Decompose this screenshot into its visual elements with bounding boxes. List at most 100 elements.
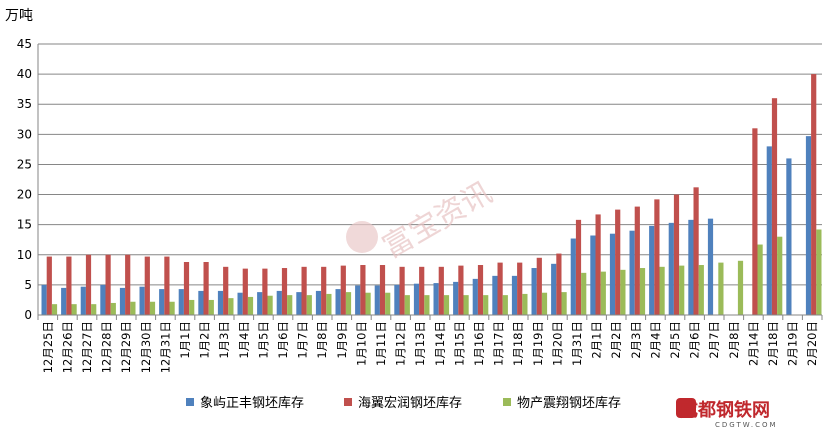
bar-3 xyxy=(267,295,273,315)
bar-2 xyxy=(556,253,562,315)
bar-2 xyxy=(281,268,288,315)
bar-3 xyxy=(149,301,156,315)
bar-2 xyxy=(85,254,92,315)
bar-3 xyxy=(777,236,783,315)
bar-2 xyxy=(458,265,464,315)
y-tick-label: 45 xyxy=(17,37,32,51)
bar-1 xyxy=(786,158,792,315)
x-tick-label: 1月20日 xyxy=(550,321,564,366)
bar-2 xyxy=(379,265,386,315)
bar-2 xyxy=(517,262,523,315)
bar-1 xyxy=(139,286,145,315)
bar-3 xyxy=(287,295,293,315)
x-tick-label: 1月10日 xyxy=(354,321,368,366)
bar-2 xyxy=(301,266,307,315)
bar-3 xyxy=(326,293,332,315)
bar-2 xyxy=(125,254,131,315)
bar-3 xyxy=(345,292,352,315)
x-tick-label: 12月30日 xyxy=(139,321,153,373)
bar-2 xyxy=(360,265,366,315)
bar-1 xyxy=(335,289,341,315)
bar-3 xyxy=(463,295,469,315)
bar-1 xyxy=(276,290,282,315)
y-tick-label: 10 xyxy=(17,248,32,262)
bar-2 xyxy=(321,266,327,315)
x-tick-label: 2月14日 xyxy=(746,321,760,366)
y-tick-label: 0 xyxy=(24,308,32,322)
bar-1 xyxy=(159,289,165,315)
bar-3 xyxy=(169,301,175,315)
bar-3 xyxy=(541,292,548,315)
x-tick-label: 1月18日 xyxy=(511,321,525,366)
bar-3 xyxy=(130,301,136,315)
bar-2 xyxy=(615,209,621,315)
bar-3 xyxy=(718,262,724,315)
bar-3 xyxy=(659,266,665,315)
x-tick-label: 12月31日 xyxy=(158,321,172,373)
gridlines xyxy=(38,43,822,286)
bar-3 xyxy=(561,292,567,315)
bar-1 xyxy=(178,289,184,315)
x-tick-label: 1月17日 xyxy=(492,321,506,366)
bar-1 xyxy=(296,292,302,315)
bar-3 xyxy=(443,295,450,315)
bar-1 xyxy=(257,292,263,315)
y-tick-label: 40 xyxy=(17,67,32,81)
x-tick-label: 1月4日 xyxy=(237,321,251,359)
bar-2 xyxy=(654,199,660,315)
logo-url: CDGTW.COM xyxy=(715,421,778,429)
bar-3 xyxy=(639,268,646,315)
bar-2 xyxy=(752,128,758,315)
x-tick-label: 1月11日 xyxy=(374,321,388,366)
x-tick-label: 1月8日 xyxy=(315,321,329,359)
bar-2 xyxy=(693,187,699,315)
x-tick-label: 1月9日 xyxy=(335,321,349,359)
bar-3 xyxy=(522,293,528,315)
legend-label-3: 物产震翔钢坯库存 xyxy=(517,395,621,411)
bar-2 xyxy=(105,254,111,315)
bar-3 xyxy=(679,265,685,315)
bar-2 xyxy=(164,256,170,315)
bar-3 xyxy=(365,292,371,315)
bar-2 xyxy=(419,266,425,315)
bar-3 xyxy=(757,244,763,315)
x-tick-label: 1月14日 xyxy=(433,321,447,366)
bar-3 xyxy=(110,302,116,315)
bar-1 xyxy=(805,136,812,315)
bar-3 xyxy=(483,295,489,315)
x-tick-label: 2月5日 xyxy=(668,321,682,359)
y-tick-labels: 0 5 10 15 20 25 30 35 40 45 xyxy=(17,37,32,322)
x-tick-label: 1月2日 xyxy=(198,321,212,359)
bar-3 xyxy=(91,304,97,315)
bar-2 xyxy=(811,74,817,315)
bar-3 xyxy=(404,295,410,315)
bar-2 xyxy=(66,256,72,315)
logo-icon xyxy=(676,398,696,418)
bar-1 xyxy=(609,233,616,315)
bar-1 xyxy=(41,284,47,315)
legend-label-2: 海翼宏润钢坯库存 xyxy=(358,395,462,411)
logo-name: 成都钢铁网 xyxy=(680,399,770,421)
x-tick-label: 2月1日 xyxy=(590,321,604,359)
bar-2 xyxy=(575,219,582,315)
bar-2 xyxy=(203,262,209,315)
bar-1 xyxy=(217,290,224,315)
y-tick-label: 5 xyxy=(24,278,32,292)
y-tick-label: 20 xyxy=(17,188,32,202)
bar-1 xyxy=(551,263,557,315)
bar-3 xyxy=(247,296,254,315)
bar-2 xyxy=(595,214,601,315)
y-tick-label: 35 xyxy=(17,97,32,111)
bar-1 xyxy=(394,284,400,315)
bar-2 xyxy=(673,194,680,315)
bar-2 xyxy=(144,256,150,315)
site-logo: 成都钢铁网 CDGTW.COM xyxy=(676,398,778,429)
axes xyxy=(37,44,823,320)
bar-2 xyxy=(46,256,52,315)
x-tick-label: 1月1日 xyxy=(178,321,192,359)
bar-1 xyxy=(119,287,126,315)
bar-3 xyxy=(71,304,77,315)
legend-label-1: 象屿正丰钢坯库存 xyxy=(200,395,304,411)
watermark: 富宝资讯 xyxy=(377,175,498,265)
bar-3 xyxy=(502,295,508,315)
